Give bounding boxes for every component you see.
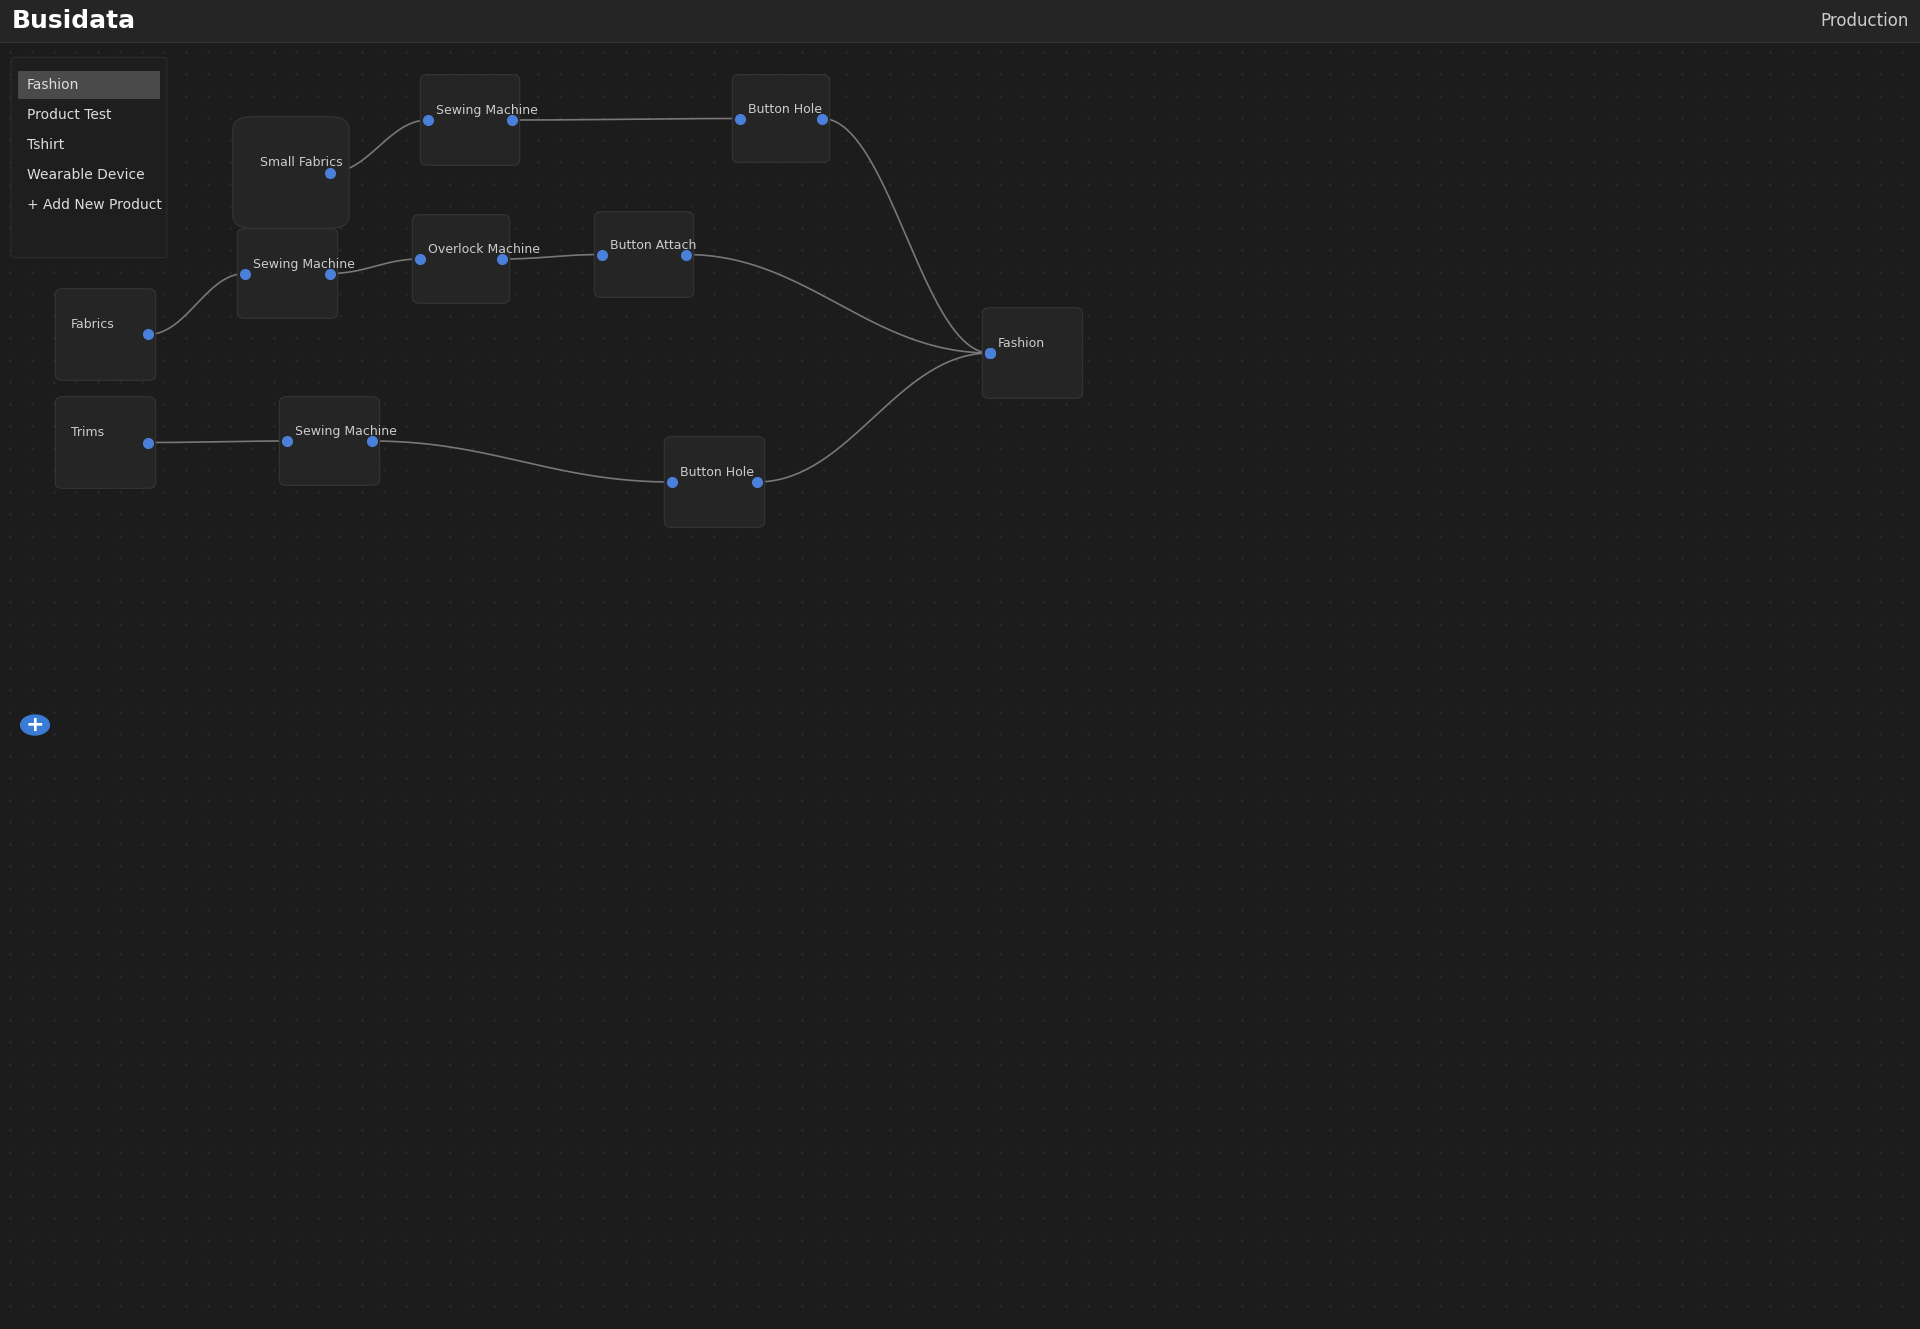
Text: Busidata: Busidata (12, 9, 136, 33)
Text: Button Hole: Button Hole (680, 466, 755, 478)
Text: Button Attach: Button Attach (611, 239, 697, 253)
Text: Tshirt: Tshirt (27, 138, 63, 152)
Text: Wearable Device: Wearable Device (27, 167, 144, 182)
Text: Overlock Machine: Overlock Machine (428, 243, 540, 256)
Bar (17, 72, 159, 98)
FancyBboxPatch shape (983, 308, 1083, 399)
Bar (0, 0, 1920, 43)
Text: Sewing Machine: Sewing Machine (296, 425, 397, 439)
FancyBboxPatch shape (278, 396, 380, 485)
FancyBboxPatch shape (413, 215, 509, 303)
FancyBboxPatch shape (12, 57, 167, 258)
FancyBboxPatch shape (595, 211, 693, 298)
FancyBboxPatch shape (56, 288, 156, 380)
Text: Sewing Machine: Sewing Machine (436, 104, 538, 117)
FancyBboxPatch shape (420, 74, 520, 165)
Text: Sewing Machine: Sewing Machine (253, 258, 355, 271)
Text: Small Fabrics: Small Fabrics (259, 155, 342, 169)
Text: Trims: Trims (71, 427, 104, 440)
FancyBboxPatch shape (732, 74, 829, 162)
Text: Fabrics: Fabrics (71, 318, 115, 331)
FancyBboxPatch shape (232, 117, 349, 229)
Circle shape (21, 715, 50, 735)
Text: Product Test: Product Test (27, 108, 111, 122)
Text: Fashion: Fashion (27, 78, 79, 92)
FancyBboxPatch shape (56, 396, 156, 488)
Text: Button Hole: Button Hole (749, 102, 822, 116)
Text: + Add New Product: + Add New Product (27, 198, 161, 213)
Text: Fashion: Fashion (998, 336, 1044, 350)
Text: +: + (25, 715, 44, 735)
FancyBboxPatch shape (664, 437, 764, 528)
FancyBboxPatch shape (238, 229, 338, 319)
Text: Production: Production (1820, 12, 1908, 31)
